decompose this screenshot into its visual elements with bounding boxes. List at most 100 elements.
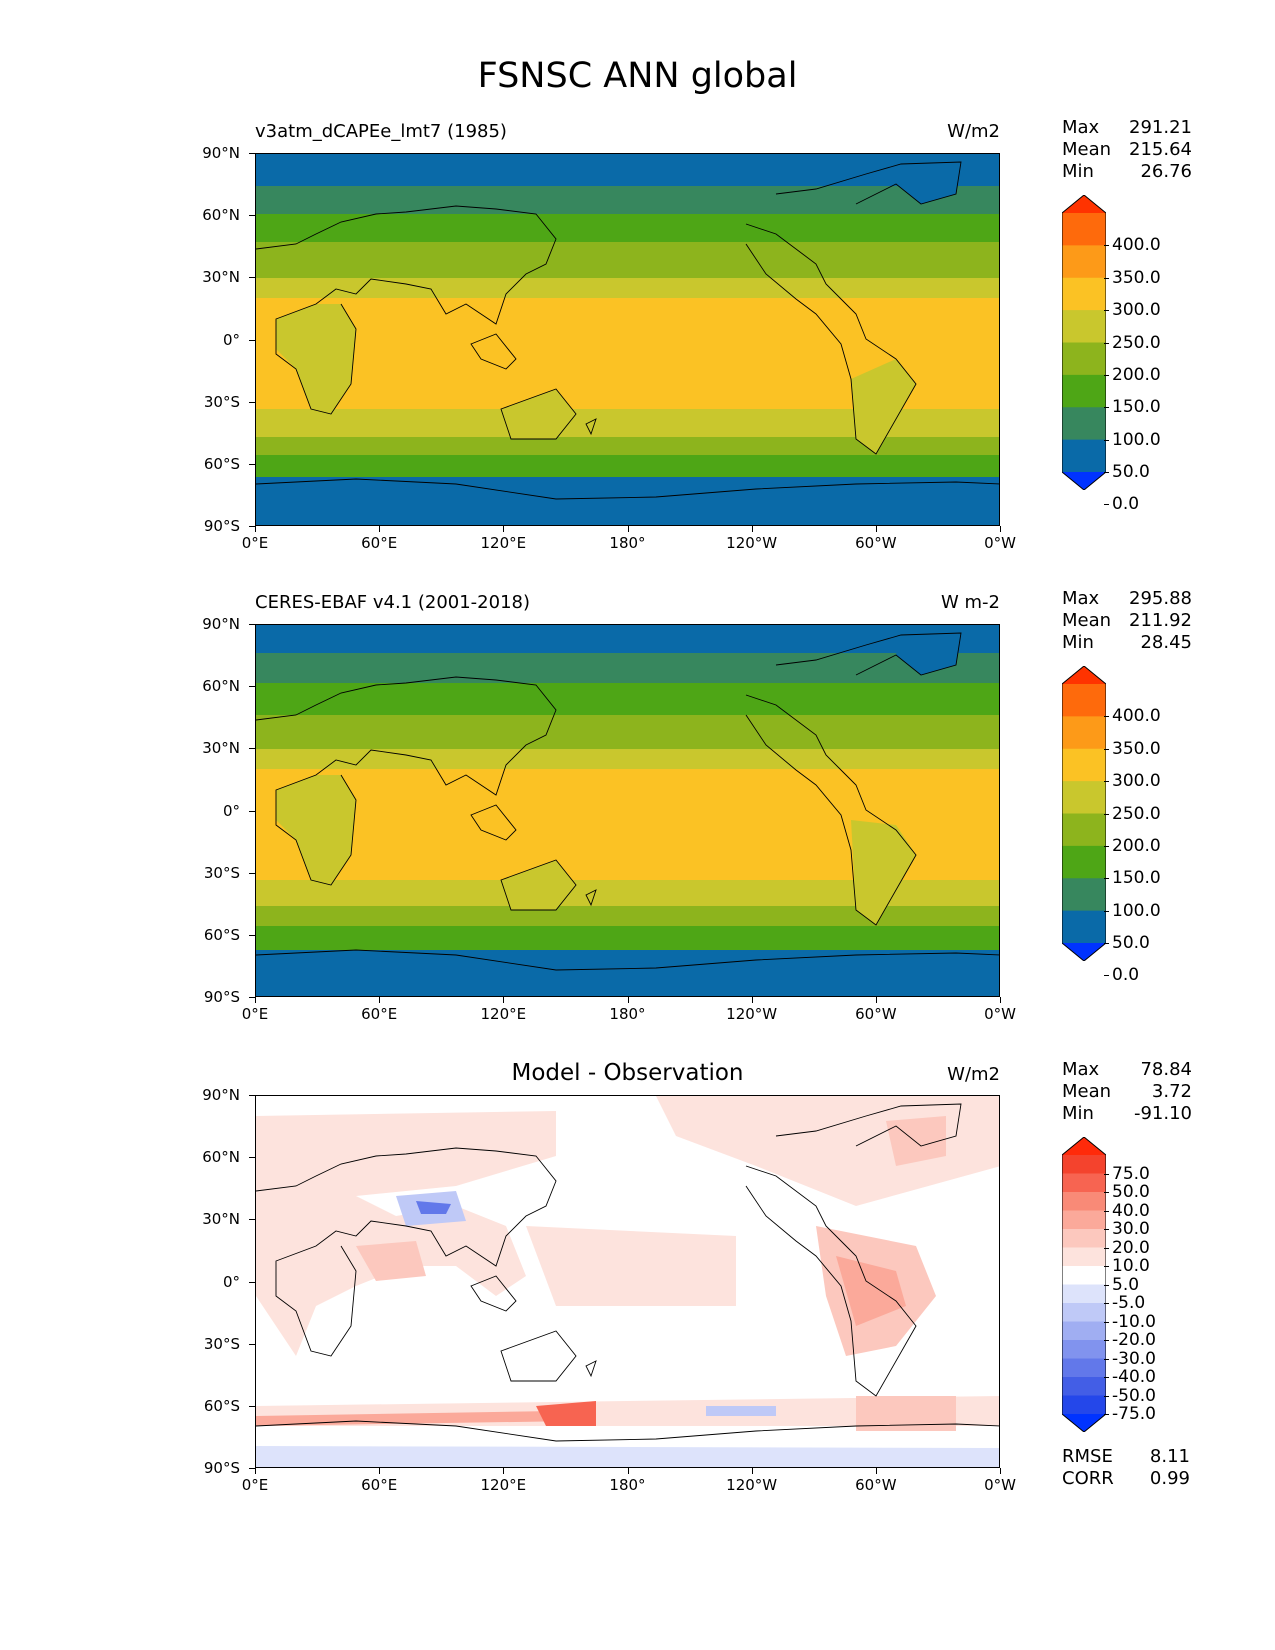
- colorbar-tick-mark: [1104, 1321, 1109, 1323]
- lon-tick-mark: [1000, 1468, 1001, 1474]
- lat-tick-label: 90°N: [202, 1086, 240, 1104]
- lon-tick-label: 0°E: [241, 1476, 269, 1494]
- lat-tick-label: 30°N: [202, 739, 240, 758]
- stat-mean-value: 215.64: [1129, 139, 1192, 160]
- colorbar-tick-label: 75.0: [1112, 1163, 1150, 1184]
- colorbar-tick-mark: [1104, 716, 1109, 718]
- lon-tick-label: 0°E: [241, 1005, 269, 1023]
- lon-tick-mark: [255, 526, 256, 532]
- lon-tick-label: 180°: [609, 1476, 646, 1494]
- lat-tick-mark: [249, 153, 255, 154]
- lat-tick-label: 60°N: [202, 206, 240, 225]
- colorbar-tick-label: 30.0: [1112, 1219, 1150, 1239]
- colorbar-tick-label: 5.0: [1112, 1274, 1140, 1295]
- colorbar-tick-mark: [1104, 1395, 1109, 1397]
- lat-tick-mark: [249, 1281, 255, 1283]
- colorbar-tick-mark: [1104, 1377, 1109, 1378]
- colorbar-tick-label: 150.0: [1112, 868, 1161, 889]
- lat-tick-label: 30°N: [202, 268, 240, 287]
- colorbar-tick-label: 200.0: [1112, 364, 1161, 385]
- colorbar-tick-label: 250.0: [1112, 803, 1161, 824]
- colorbar-segment: [1062, 716, 1106, 750]
- lat-tick-mark: [249, 748, 255, 750]
- colorbar-tick-mark: [1104, 1358, 1109, 1360]
- lat-tick-mark: [249, 1343, 255, 1345]
- colorbar-tick-mark: [1104, 310, 1109, 312]
- colorbar-segment: [1062, 813, 1106, 847]
- colorbar-tick-label: 20.0: [1112, 1237, 1150, 1258]
- map-plot-model: [255, 153, 1000, 526]
- colorbar-segment: [1062, 213, 1106, 246]
- colorbar-tick-mark: [1104, 342, 1109, 344]
- colorbar-segment: [1062, 439, 1106, 473]
- colorbar-tick-label: -5.0: [1112, 1293, 1146, 1313]
- colorbar-tick-mark: [1104, 910, 1109, 912]
- colorbar-tick-label: 40.0: [1112, 1200, 1150, 1221]
- colorbar-tick-mark: [1104, 1284, 1109, 1286]
- lon-tick-label: 60°E: [361, 1005, 398, 1023]
- lat-tick-mark: [249, 1405, 255, 1407]
- lat-tick-label: 60°N: [202, 677, 240, 696]
- stat-max-label: Max: [1062, 1059, 1100, 1080]
- lat-tick-label: 60°N: [202, 1148, 240, 1167]
- panel-difference: Model - Observation W/m2: [0, 0, 1275, 1086]
- stat-min-label: Min: [1062, 1103, 1094, 1124]
- lat-tick-mark: [249, 1468, 255, 1469]
- lon-tick-label: 60°W: [855, 534, 897, 552]
- lat-tick-mark: [249, 686, 255, 688]
- lat-tick-mark: [249, 277, 255, 279]
- corr-label: CORR: [1062, 1468, 1114, 1489]
- lat-tick-label: 30°S: [203, 1334, 240, 1353]
- colorbar-segment: [1062, 310, 1106, 343]
- colorbar-tick-mark: [1104, 1340, 1109, 1341]
- colorbar-tick-mark: [1104, 845, 1109, 847]
- corr-value: 0.99: [1149, 1468, 1190, 1489]
- lon-tick-mark: [751, 997, 753, 1003]
- lat-tick-mark: [249, 526, 255, 527]
- colorbar-tick-mark: [1104, 1266, 1109, 1267]
- stat-mean-value: 3.72: [1151, 1081, 1192, 1102]
- colorbar-segment: [1062, 748, 1106, 782]
- colorbar-extend-max: [1062, 1137, 1106, 1155]
- stat-max-value: 295.88: [1129, 588, 1192, 609]
- colorbar-tick-label: 50.0: [1112, 933, 1150, 953]
- colorbar-tick-label: 300.0: [1112, 771, 1161, 792]
- colorbar: [1062, 1137, 1106, 1432]
- stat-mean-label: Mean: [1062, 610, 1112, 631]
- lon-tick-label: 120°W: [726, 534, 778, 552]
- lon-tick-mark: [255, 997, 256, 1003]
- panel-title: Model - Observation: [511, 1060, 744, 1086]
- lat-tick-label: 30°N: [202, 1210, 240, 1229]
- colorbar-tick-mark: [1104, 1173, 1109, 1175]
- colorbar-segment: [1062, 277, 1106, 311]
- lat-tick-label: 0°: [222, 801, 240, 820]
- colorbar-tick-mark: [1104, 748, 1109, 750]
- lon-tick-label: 120°W: [726, 1005, 778, 1023]
- colorbar-segment: [1062, 1210, 1106, 1230]
- lon-tick-label: 180°: [609, 534, 646, 552]
- colorbar-tick-label: 200.0: [1112, 835, 1161, 856]
- colorbar-segment: [1062, 1155, 1106, 1174]
- colorbar-segment: [1062, 845, 1106, 879]
- map-plot-observation: [255, 624, 1000, 997]
- colorbar-tick-mark: [1104, 1229, 1109, 1230]
- colorbar-tick-mark: [1104, 975, 1109, 977]
- stat-mean-value: 211.92: [1129, 610, 1192, 631]
- lon-tick-label: 0°W: [984, 1005, 1016, 1023]
- colorbar-extend-min: [1062, 943, 1106, 961]
- colorbar-segment: [1062, 1340, 1106, 1359]
- colorbar-segment: [1062, 910, 1106, 944]
- lat-tick-label: 90°N: [202, 144, 240, 162]
- colorbar-extend-max: [1062, 666, 1106, 684]
- lat-tick-label: 0°: [222, 1272, 240, 1291]
- lat-tick-label: 30°S: [203, 863, 240, 882]
- colorbar-tick-label: 350.0: [1112, 267, 1161, 288]
- lon-tick-mark: [627, 997, 629, 1003]
- lat-tick-mark: [249, 624, 255, 625]
- lat-tick-mark: [249, 463, 255, 465]
- lat-tick-mark: [249, 401, 255, 403]
- colorbar-tick-label: 50.0: [1112, 462, 1150, 482]
- colorbar-tick-label: -40.0: [1112, 1367, 1156, 1387]
- colorbar-tick-mark: [1104, 781, 1109, 783]
- colorbar-extend-min: [1062, 472, 1106, 490]
